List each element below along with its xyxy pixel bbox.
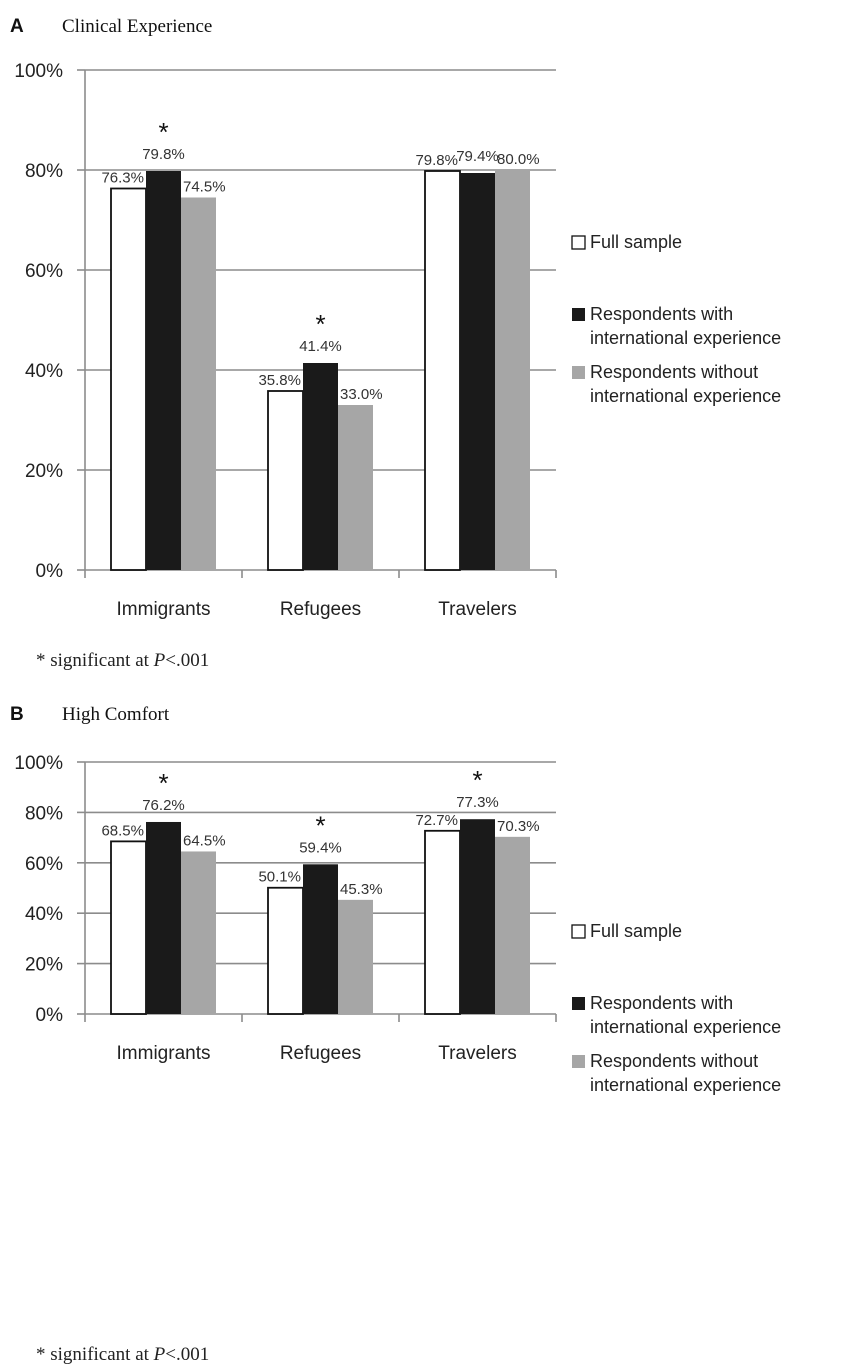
x-tick-label: Travelers: [438, 599, 516, 620]
data-label: 64.5%: [183, 832, 226, 849]
legend-swatch: [571, 924, 586, 939]
bar: [338, 405, 373, 570]
data-label: 80.0%: [497, 151, 540, 168]
legend-label: Full sample: [590, 921, 682, 941]
bar: [303, 864, 338, 1014]
y-tick-label: 60%: [25, 854, 63, 875]
data-label: 33.0%: [340, 386, 383, 403]
chart-title: Clinical Experience: [62, 16, 212, 37]
significance-marker: *: [472, 765, 482, 795]
significance-marker: *: [158, 117, 168, 147]
legend-label: Respondents with international experience: [590, 304, 781, 348]
legend-swatch: [572, 997, 585, 1010]
bar: [424, 170, 461, 571]
footnote: * significant at P<.001: [36, 650, 209, 671]
y-tick-label: 80%: [25, 803, 63, 824]
legend-swatch: [572, 308, 585, 321]
data-label: 79.8%: [142, 146, 185, 163]
y-tick-label: 40%: [25, 904, 63, 925]
bar: [495, 836, 530, 1014]
chart-panel-b: B High Comfort 0% 20% 40% 60% 80% 100% Immigrant…: [0, 685, 868, 1370]
bar: [110, 187, 147, 571]
legend-swatch: [572, 1055, 585, 1068]
x-tick-label: Refugees: [280, 599, 361, 620]
chart-1-group: B High Comfort 0% 20% 40% 60% 80% 100% Immigrant…: [10, 704, 781, 1365]
significance-marker: *: [315, 810, 325, 840]
legend-swatch: [571, 235, 586, 250]
bar: [146, 821, 181, 1014]
significance-marker: *: [315, 309, 325, 339]
significance-marker: *: [158, 768, 168, 798]
data-label: 41.4%: [299, 338, 342, 355]
data-label: 79.4%: [456, 148, 499, 165]
bar: [181, 851, 216, 1014]
y-tick-label: 0%: [36, 1005, 64, 1026]
bar: [110, 840, 147, 1015]
x-tick-label: Immigrants: [117, 1043, 211, 1064]
legend-label: Respondents without international experie…: [590, 362, 781, 406]
y-tick-label: 0%: [36, 561, 64, 582]
x-tick-label: Refugees: [280, 1043, 361, 1064]
y-tick-label: 80%: [25, 161, 63, 182]
y-tick-label: 40%: [25, 361, 63, 382]
data-label: 50.1%: [258, 869, 301, 886]
bar: [338, 899, 373, 1014]
legend-label: Respondents with international experience: [590, 993, 781, 1037]
legend-label: Full sample: [590, 232, 682, 252]
footnote: * significant at P<.001: [36, 1344, 209, 1365]
data-label: 76.2%: [142, 797, 185, 814]
bar: [267, 390, 304, 571]
data-label: 45.3%: [340, 881, 383, 898]
data-label: 59.4%: [299, 839, 342, 856]
y-tick-label: 100%: [14, 61, 63, 82]
chart-0-group: A Clinical Experience 0% 20% 40% 60% 80% 100% Im…: [10, 16, 781, 671]
y-tick-label: 100%: [14, 753, 63, 774]
chart-b-svg: B High Comfort 0% 20% 40% 60% 80% 100% Immigrant…: [10, 704, 781, 1365]
panel-letter: A: [10, 16, 24, 37]
legend-label: Respondents without international experie…: [590, 1051, 781, 1095]
chart-title: High Comfort: [62, 704, 170, 725]
chart-panel-a: A Clinical Experience 0% 20% 40% 60% 80% 100% Im…: [10, 16, 781, 671]
data-label: 72.7%: [415, 812, 458, 829]
y-tick-label: 20%: [25, 461, 63, 482]
panel-letter: B: [10, 704, 24, 725]
bar: [146, 171, 181, 570]
y-tick-label: 60%: [25, 261, 63, 282]
bar: [460, 819, 495, 1014]
bar: [303, 363, 338, 570]
data-label: 77.3%: [456, 794, 499, 811]
x-tick-label: Travelers: [438, 1043, 516, 1064]
data-label: 70.3%: [497, 818, 540, 835]
bar: [460, 173, 495, 570]
data-label: 35.8%: [258, 372, 301, 389]
y-tick-label: 20%: [25, 955, 63, 976]
bar: [267, 886, 304, 1015]
bar: [424, 829, 461, 1015]
bar: [181, 197, 216, 570]
bar: [495, 170, 530, 570]
data-label: 76.3%: [101, 170, 144, 187]
x-tick-label: Immigrants: [117, 599, 211, 620]
chart-a-svg: A Clinical Experience 0% 20% 40% 60% 80% 100% Im…: [10, 16, 781, 671]
legend-swatch: [572, 366, 585, 379]
data-label: 68.5%: [101, 822, 144, 839]
data-label: 74.5%: [183, 179, 226, 196]
data-label: 79.8%: [415, 152, 458, 169]
